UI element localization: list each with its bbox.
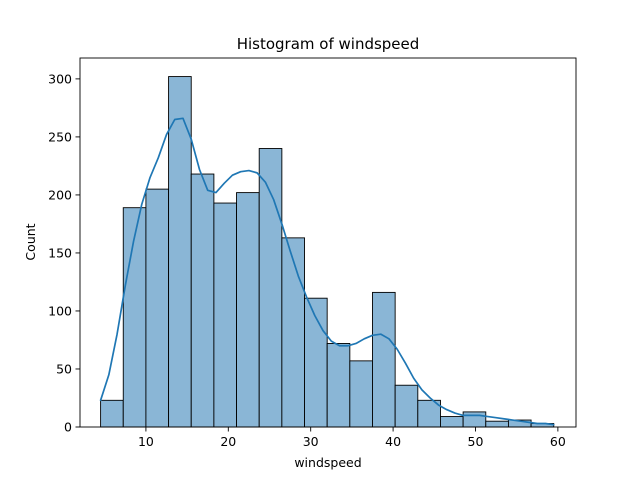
histogram-bar-18 <box>485 420 509 428</box>
y-axis-title: Count <box>23 223 38 260</box>
histogram-bar-17 <box>462 411 487 428</box>
chart-title: Histogram of windspeed <box>237 35 420 53</box>
x-tick-label: 50 <box>468 434 484 449</box>
histogram-bar-5 <box>190 173 215 428</box>
x-axis: 10 20 30 40 50 60 <box>138 427 566 449</box>
y-tick-label: 50 <box>56 361 72 376</box>
histogram-bar-14 <box>394 384 419 428</box>
x-tick-label: 20 <box>220 434 236 449</box>
kde-line <box>99 117 555 426</box>
plot-frame <box>79 57 577 428</box>
x-tick-label: 40 <box>385 434 401 449</box>
y-tick-label: 200 <box>48 187 72 202</box>
histogram-bar-16 <box>440 416 464 428</box>
kde-layer <box>99 117 555 426</box>
x-tick-label: 30 <box>303 434 319 449</box>
histogram-bar-3 <box>145 188 170 428</box>
histogram-bar-7 <box>236 192 260 428</box>
x-axis-title: windspeed <box>294 455 361 470</box>
histogram-bar-11 <box>326 343 351 428</box>
y-tick-label: 0 <box>64 420 72 435</box>
x-tick-label: 60 <box>550 434 566 449</box>
y-tick-label: 250 <box>48 129 72 144</box>
y-tick-label: 100 <box>48 303 72 318</box>
y-axis: 0 50 100 150 200 250 300 <box>48 71 80 435</box>
bars <box>100 76 555 428</box>
x-tick-label: 10 <box>138 434 154 449</box>
histogram-bar-12 <box>349 360 373 428</box>
y-tick-label: 300 <box>48 71 72 86</box>
histogram-bar-6 <box>213 202 237 428</box>
histogram-bar-9 <box>281 237 305 428</box>
histogram-bar-8 <box>258 148 283 428</box>
histogram-bar-13 <box>372 291 396 428</box>
histogram-bar-1 <box>100 399 124 428</box>
y-tick-label: 150 <box>48 245 72 260</box>
